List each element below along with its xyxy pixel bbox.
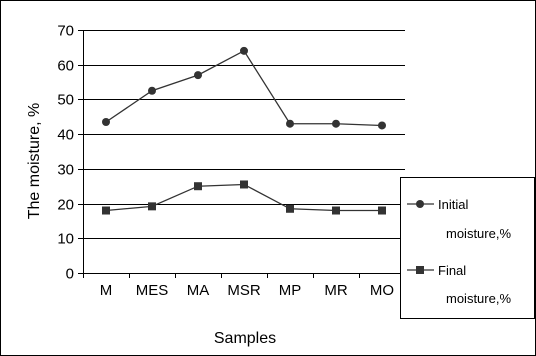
x-axis-title: Samples (214, 330, 276, 347)
legend-initial-line2: moisture,% (446, 226, 511, 241)
legend-item-final: Final moisture,% (407, 263, 511, 306)
x-tick-label-mes: MES (136, 282, 169, 299)
x-tick-label-ma: MA (187, 282, 210, 299)
point-initial-m (102, 117, 110, 126)
point-initial-msr (240, 46, 248, 55)
point-final-msr (240, 180, 248, 189)
x-tick-labels: M MES MA MSR MP MR MO (100, 282, 394, 299)
point-initial-mr (332, 119, 340, 128)
legend: Initial moisture,% Final moisture,% (400, 177, 535, 319)
legend-final-line2: moisture,% (446, 291, 511, 306)
y-tick-label-40: 40 (57, 127, 74, 144)
point-final-m (102, 206, 110, 215)
y-tick-label-70: 70 (57, 23, 74, 40)
legend-final-line1: Final (438, 263, 466, 278)
x-tick-label-mo: MO (370, 282, 394, 299)
point-final-mp (286, 204, 294, 213)
point-initial-mes (148, 86, 156, 95)
point-final-mes (148, 202, 156, 211)
series-group (102, 46, 386, 215)
y-axis-title: The moisture, % (26, 103, 43, 219)
point-final-mo (378, 206, 386, 215)
point-final-mr (332, 206, 340, 215)
x-tick-label-msr: MSR (227, 282, 261, 299)
point-initial-mp (286, 119, 294, 128)
y-tick-label-60: 60 (57, 58, 74, 75)
y-tick-label-30: 30 (57, 162, 74, 179)
y-tick-label-50: 50 (57, 92, 74, 109)
legend-marker-square (416, 266, 424, 274)
y-tick-labels: 0 10 20 30 40 50 60 70 (57, 23, 74, 283)
point-final-ma (194, 182, 202, 191)
y-tick-label-20: 20 (57, 197, 74, 214)
x-tick-label-mr: MR (324, 282, 347, 299)
y-tick-label-10: 10 (57, 231, 74, 248)
point-initial-mo (378, 121, 386, 130)
legend-item-initial: Initial moisture,% (407, 197, 511, 241)
legend-marker-circle (416, 200, 424, 208)
x-tick-label-mp: MP (279, 282, 302, 299)
gridlines (78, 30, 405, 274)
legend-initial-line1: Initial (438, 197, 468, 212)
x-tick-label-m: M (100, 282, 113, 299)
y-tick-label-0: 0 (66, 266, 74, 283)
point-initial-ma (194, 71, 202, 80)
legend-box (400, 177, 535, 319)
